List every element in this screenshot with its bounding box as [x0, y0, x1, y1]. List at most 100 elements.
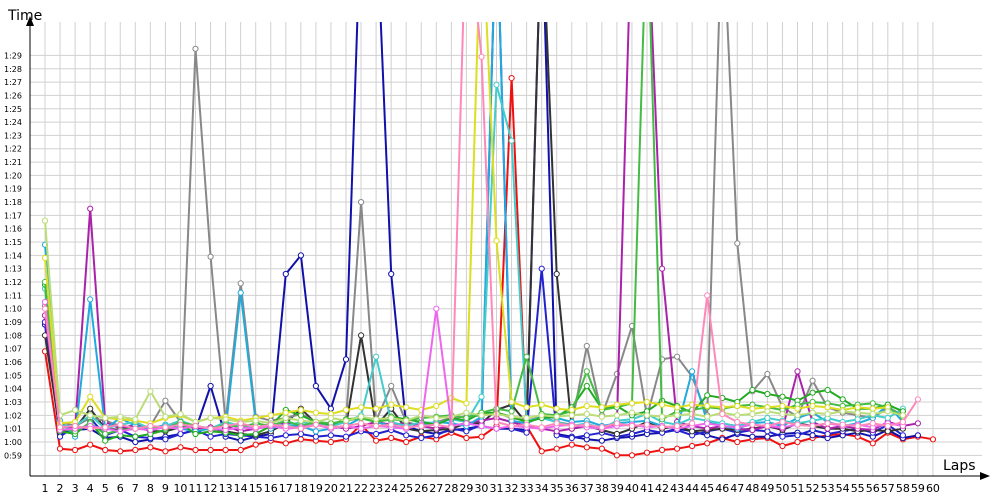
y-tick-label: 1:23 [4, 131, 22, 140]
y-tick-label: 1:07 [4, 345, 22, 354]
data-point [282, 440, 289, 447]
data-point [478, 53, 485, 60]
data-point [674, 422, 681, 430]
y-tick-label: 1:10 [4, 305, 22, 314]
x-tick-label: 30 [474, 482, 488, 495]
data-point [704, 402, 711, 410]
data-point [237, 289, 244, 296]
x-tick-label: 59 [911, 482, 925, 495]
data-point [809, 389, 816, 396]
data-point [297, 412, 304, 419]
data-point [327, 414, 334, 422]
y-tick-label: 1:16 [4, 225, 22, 234]
data-point [824, 430, 831, 438]
data-point [267, 434, 274, 442]
data-point [583, 368, 590, 375]
data-point [72, 446, 79, 454]
x-tick-label: 47 [730, 482, 744, 495]
data-point [252, 417, 259, 424]
data-point [267, 421, 274, 428]
data-point [87, 412, 94, 419]
data-point [508, 408, 515, 415]
data-point [147, 388, 154, 395]
data-point [327, 438, 334, 446]
data-point [613, 452, 621, 459]
data-point [914, 432, 922, 439]
data-point [41, 305, 49, 312]
data-point [508, 75, 515, 82]
data-point [643, 398, 651, 406]
data-point [854, 416, 861, 423]
data-point [433, 414, 440, 422]
data-point [553, 445, 560, 452]
x-tick-label: 31 [490, 482, 504, 495]
data-point [643, 449, 651, 456]
data-point [794, 368, 801, 375]
data-point [41, 298, 49, 306]
data-point [237, 420, 244, 427]
data-point [72, 406, 79, 414]
x-tick-label: 3 [72, 482, 79, 495]
data-point [162, 436, 169, 443]
data-point [568, 412, 575, 419]
data-point [628, 422, 636, 430]
data-point [207, 253, 214, 260]
data-point [523, 414, 530, 422]
data-point [809, 377, 816, 384]
series-line [44, 220, 904, 425]
data-point [598, 445, 606, 452]
data-point [373, 353, 380, 360]
data-point [373, 422, 380, 430]
data-point [869, 440, 876, 447]
data-point [749, 410, 756, 418]
data-point [884, 422, 891, 430]
data-point [358, 199, 365, 206]
data-point [764, 370, 771, 378]
data-point [493, 81, 500, 88]
x-tick-label: 23 [369, 482, 383, 495]
data-point [628, 409, 636, 416]
y-tick-label: 0:59 [4, 451, 22, 460]
data-point [734, 424, 741, 431]
y-axis-title: Time [7, 8, 42, 24]
data-point [222, 416, 229, 423]
data-point [538, 401, 545, 408]
x-tick-label: 57 [881, 482, 895, 495]
data-point [553, 270, 560, 278]
data-point [87, 405, 94, 412]
x-tick-label: 44 [685, 482, 699, 495]
x-tick-label: 18 [294, 482, 308, 495]
series-10 [41, 22, 907, 438]
data-point [794, 421, 801, 428]
y-tick-label: 1:06 [4, 358, 22, 367]
data-point [824, 425, 831, 432]
data-point [358, 420, 365, 427]
series-7 [41, 22, 907, 440]
data-point [493, 425, 500, 432]
data-point [192, 446, 199, 454]
data-point [704, 413, 711, 420]
y-tick-label: 1:27 [4, 78, 22, 87]
data-point [553, 405, 560, 412]
x-tick-label: 60 [926, 482, 940, 495]
data-point [643, 412, 651, 419]
data-point [87, 393, 94, 400]
y-tick-label: 1:03 [4, 398, 22, 407]
x-tick-label: 32 [505, 482, 519, 495]
x-tick-label: 53 [821, 482, 835, 495]
data-point [809, 432, 816, 439]
data-point [674, 353, 681, 360]
y-tick-label: 1:01 [4, 425, 22, 434]
data-point [267, 412, 274, 419]
data-point [312, 433, 319, 440]
x-tick-label: 11 [189, 482, 203, 495]
y-tick-label: 1:14 [4, 251, 22, 260]
data-point [553, 428, 560, 435]
y-tick-label: 1:24 [4, 118, 22, 127]
data-point [162, 413, 169, 420]
data-point [132, 438, 139, 446]
data-point [704, 440, 711, 447]
data-point [764, 414, 771, 422]
y-tick-label: 1:17 [4, 211, 22, 220]
data-point [282, 414, 289, 422]
